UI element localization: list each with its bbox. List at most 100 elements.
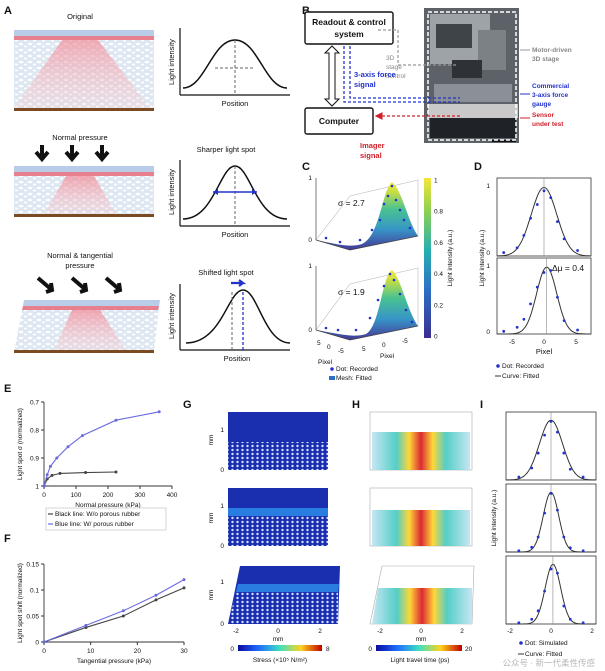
i-plots [505, 411, 597, 625]
svg-text:1: 1 [308, 263, 312, 270]
g-xtick-1: 0 [276, 628, 280, 635]
panel-label-i: I [480, 399, 483, 411]
readout-label-line1: Readout & control [312, 17, 386, 27]
x-axis-label: Tangential pressure (kPa) [77, 658, 151, 665]
i-xtick-0: -2 [507, 628, 513, 635]
fitted-curve [506, 563, 596, 625]
x-tick-label: 0 [42, 492, 46, 499]
d-ytick-bottom2: 0 [486, 329, 490, 336]
recorded-dot [394, 198, 398, 202]
data-point [80, 434, 84, 438]
data-point [121, 609, 125, 613]
data-point [114, 418, 118, 422]
a-row1-sensor-illustration [14, 30, 154, 111]
diagonal-arrow-icon [70, 276, 89, 294]
i-xtick-2: 2 [590, 628, 594, 635]
watermark: 公众号 · 新一代柔性传感 [502, 658, 595, 668]
a-row1-xlabel: Position [222, 99, 249, 108]
data-dot [556, 220, 559, 224]
c-tick-left-2: -5 [338, 348, 344, 355]
data-dot [581, 549, 585, 553]
d-ylabel: Light intensity (a.u.) [479, 230, 486, 287]
data-point [154, 598, 158, 602]
c-surface-top: 1 0 σ = 2.7 [308, 175, 419, 251]
data-dot [515, 246, 519, 250]
y-axis-label: Light spot shift (normalized) [17, 563, 24, 643]
data-dot [542, 271, 546, 274]
panel-label-g: G [183, 399, 192, 411]
a-row3-ylabel: Light intensity [167, 293, 176, 339]
i-legend-dot: Dot: Simulated [525, 640, 568, 647]
data-dot [542, 189, 546, 193]
colorbar-tick: 1 [434, 178, 438, 185]
g-ytick-1a: 1 [220, 427, 224, 434]
legend-entry: Black line: W/o porous rubber [55, 511, 141, 518]
x-tick-label: 200 [103, 492, 114, 499]
data-dot [549, 419, 553, 423]
data-dot [522, 234, 526, 237]
svg-text:0: 0 [308, 237, 312, 244]
a-row1-title: Original [67, 12, 93, 21]
recorded-dot [324, 236, 328, 240]
data-dot [543, 511, 546, 515]
g-ytick-2b: 0 [220, 543, 224, 550]
legend-box [45, 507, 167, 531]
data-dot [581, 621, 585, 625]
c-surface-bottom: 1 0 σ = 1.9 [308, 263, 419, 341]
c-colorbar-label: Light intensity (a.u.) [447, 230, 454, 287]
data-point [157, 410, 161, 414]
g-xtick-0: -2 [233, 628, 239, 635]
x-tick-label: 300 [135, 492, 146, 499]
h-xtick-1: 0 [419, 628, 423, 635]
x-tick-label: 400 [167, 492, 178, 499]
recorded-dot [410, 320, 414, 324]
data-dot [530, 466, 534, 470]
panel-label-b: B [302, 5, 310, 17]
data-dot [522, 317, 526, 321]
data-dot [536, 609, 540, 613]
force-signal-line1: 3-axis force [354, 70, 396, 79]
recorded-dot [392, 278, 396, 282]
data-point [50, 473, 54, 477]
a-row3-title-line1: Normal & tangential [47, 251, 113, 260]
recorded-dot [378, 218, 382, 222]
i-legend-curve: Curve: Fitted [525, 651, 563, 658]
recorded-dot [382, 284, 386, 288]
motor-stage-line2: 3D stage [532, 56, 559, 63]
force-gauge-line3: gauge [532, 101, 552, 108]
g-ytick-1b: 0 [220, 467, 224, 474]
d-annotation: Δμ = 0.4 [552, 263, 584, 273]
data-dot [562, 237, 566, 241]
data-point [58, 471, 62, 475]
data-dot [562, 319, 566, 323]
g-colorbar [238, 645, 322, 651]
data-dot [562, 604, 566, 608]
panel-label-f: F [4, 533, 11, 545]
data-point [114, 470, 118, 474]
a-row1-curve-plot: Light intensity Position [167, 28, 290, 108]
force-gauge-line1: Commercial [532, 83, 569, 90]
g-ytick-2a: 1 [220, 503, 224, 510]
data-dot [515, 325, 519, 329]
colorbar-tick: 0 [434, 334, 438, 341]
panel-label-d: D [474, 161, 482, 173]
c-tick-right-1: 0 [382, 342, 386, 349]
diagonal-arrow-icon [36, 276, 55, 294]
y-tick-label: 0.15 [26, 562, 39, 569]
h-colorbar-max: 20 [465, 646, 473, 653]
data-dot [556, 430, 559, 434]
g-xtick-2: 2 [318, 628, 322, 635]
c-xlabel-right: Pixel [380, 353, 395, 360]
y-axis-label: Light spot σ (normalized) [17, 408, 24, 480]
a-row1-ylabel: Light intensity [167, 39, 176, 85]
data-dot [543, 589, 546, 593]
g-ylabel-1: mm [208, 435, 215, 446]
data-dot [556, 508, 559, 512]
data-point [55, 456, 59, 460]
data-dot [530, 545, 534, 549]
data-dot [556, 295, 559, 299]
h-xtick-2: 2 [460, 628, 464, 635]
recorded-dot [338, 240, 342, 244]
g-simulation-panels [228, 412, 340, 624]
b-photo [424, 8, 519, 143]
